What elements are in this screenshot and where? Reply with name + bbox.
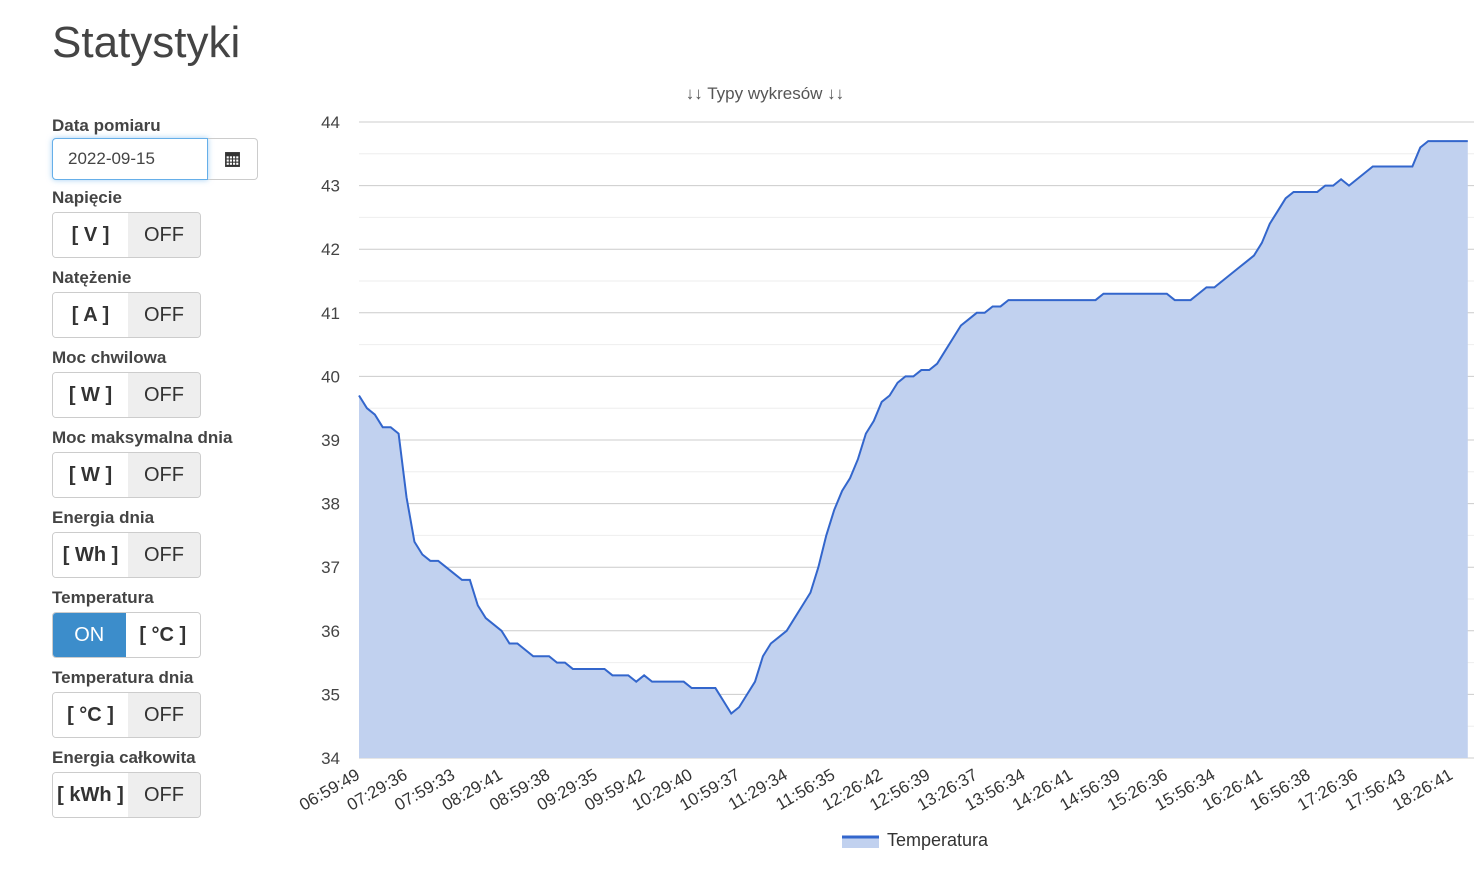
toggle-natezenie[interactable]: [ A ] OFF: [52, 292, 201, 338]
chart-title[interactable]: ↓↓ Typy wykresów ↓↓: [685, 84, 845, 103]
toggle-unit: [ W ]: [53, 453, 128, 497]
toggle-state: OFF: [128, 693, 200, 737]
legend-swatch: [842, 836, 879, 848]
toggle-label-moc-chwilowa: Moc chwilowa: [52, 348, 167, 367]
toggle-moc-chwilowa[interactable]: [ W ] OFF: [52, 372, 201, 418]
toggle-napiecie[interactable]: [ V ] OFF: [52, 212, 201, 258]
toggle-state: ON: [53, 613, 126, 657]
y-tick-label: 37: [321, 558, 340, 577]
toggle-unit: [ °C ]: [125, 613, 200, 657]
toggle-unit: [ V ]: [53, 213, 128, 257]
calendar-icon: [225, 151, 240, 167]
toggle-state: OFF: [128, 293, 200, 337]
calendar-button[interactable]: [208, 138, 258, 180]
date-label: Data pomiaru: [52, 116, 161, 135]
toggle-state: OFF: [128, 213, 200, 257]
toggle-unit: [ A ]: [53, 293, 128, 337]
sidebar: Data pomiaru Napięcie[ V ]OFFNatężenie[ …: [52, 116, 262, 828]
temperature-area: [359, 141, 1468, 758]
toggle-temperatura-dnia[interactable]: [ °C ] OFF: [52, 692, 201, 738]
y-tick-label: 43: [321, 177, 340, 196]
toggle-label-energia-cakowita: Energia całkowita: [52, 748, 196, 767]
toggle-unit: [ °C ]: [53, 693, 128, 737]
toggle-label-moc-maksymalna-dnia: Moc maksymalna dnia: [52, 428, 233, 447]
toggle-unit: [ W ]: [53, 373, 128, 417]
toggle-unit: [ kWh ]: [53, 773, 128, 817]
page-title: Statystyki: [52, 18, 241, 67]
toggle-state: OFF: [128, 453, 200, 497]
toggle-moc-maksymalna-dnia[interactable]: [ W ] OFF: [52, 452, 201, 498]
toggle-state: OFF: [128, 533, 200, 577]
date-picker: [52, 138, 258, 180]
date-input[interactable]: [52, 138, 208, 180]
toggle-state: OFF: [128, 373, 200, 417]
toggle-energia-cakowita[interactable]: [ kWh ] OFF: [52, 772, 201, 818]
toggle-label-natezenie: Natężenie: [52, 268, 132, 287]
y-tick-label: 36: [321, 622, 340, 641]
y-tick-label: 42: [321, 240, 340, 259]
toggle-label-napiecie: Napięcie: [52, 188, 122, 207]
toggle-energia-dnia[interactable]: [ Wh ] OFF: [52, 532, 201, 578]
y-tick-label: 41: [321, 304, 340, 323]
toggle-temperatura[interactable]: ON[ °C ]: [52, 612, 201, 658]
toggle-label-temperatura-dnia: Temperatura dnia: [52, 668, 194, 687]
y-tick-label: 38: [321, 495, 340, 514]
y-tick-label: 44: [321, 113, 340, 132]
toggle-label-temperatura: Temperatura: [52, 588, 154, 607]
y-tick-label: 34: [321, 749, 340, 768]
toggle-state: OFF: [128, 773, 200, 817]
y-tick-label: 40: [321, 367, 340, 386]
toggle-unit: [ Wh ]: [53, 533, 128, 577]
toggle-label-energia-dnia: Energia dnia: [52, 508, 155, 527]
y-tick-label: 39: [321, 431, 340, 450]
legend-label[interactable]: Temperatura: [887, 830, 989, 850]
y-tick-label: 35: [321, 685, 340, 704]
temperature-line: [358, 140, 1468, 715]
